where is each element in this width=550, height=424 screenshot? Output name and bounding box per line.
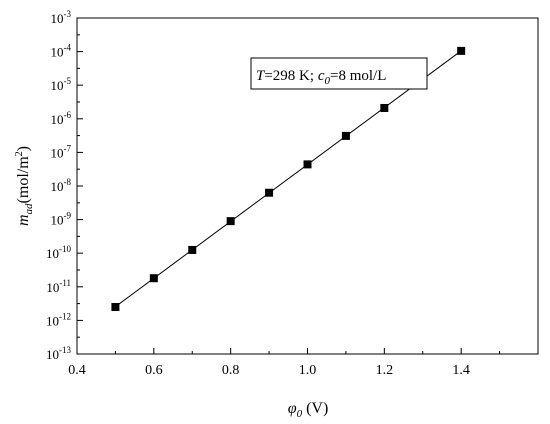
data-point xyxy=(188,245,197,254)
data-point xyxy=(111,303,120,312)
data-point xyxy=(226,217,235,226)
y-tick-label: 10-11 xyxy=(46,278,71,295)
y-tick-label: 10-7 xyxy=(51,143,72,160)
x-tick-label: 1.4 xyxy=(452,363,470,378)
data-point xyxy=(380,103,389,112)
data-point xyxy=(341,131,350,140)
y-tick-label: 10-8 xyxy=(51,177,72,194)
x-tick-label: 0.6 xyxy=(145,363,163,378)
annotation-box xyxy=(250,57,428,90)
y-tick-label: 10-3 xyxy=(51,9,72,26)
y-tick-label: 10-4 xyxy=(51,43,72,60)
x-tick-label: 0.4 xyxy=(68,363,86,378)
data-point xyxy=(149,274,158,283)
y-tick-label: 10-6 xyxy=(51,110,72,127)
y-tick-label: 10-10 xyxy=(46,244,71,261)
data-point xyxy=(303,160,312,169)
x-axis-title: φ0 (V) xyxy=(288,400,329,420)
data-point xyxy=(457,46,466,55)
y-tick-label: 10-12 xyxy=(46,311,71,328)
fit-line xyxy=(115,50,462,308)
y-axis-ticks: 10-13 10-12 10-11 10-10 10-9 10-8 10-7 10-6 10-5… xyxy=(46,9,83,362)
annotation-text: T=298 K; c0=8 mol/L xyxy=(256,68,386,87)
x-tick-label: 1.2 xyxy=(376,363,394,378)
y-tick-label: 10-13 xyxy=(46,345,71,362)
y-tick-label: 10-5 xyxy=(51,76,72,93)
data-point xyxy=(265,188,274,197)
x-axis-ticks: 0.4 0.6 0.8 1.0 1.2 1.4 xyxy=(68,348,539,378)
y-tick-label: 10-9 xyxy=(51,211,72,228)
x-tick-label: 0.8 xyxy=(222,363,240,378)
x-tick-label: 1.0 xyxy=(299,363,317,378)
y-axis-title: mad(mol/m2) xyxy=(14,146,35,226)
